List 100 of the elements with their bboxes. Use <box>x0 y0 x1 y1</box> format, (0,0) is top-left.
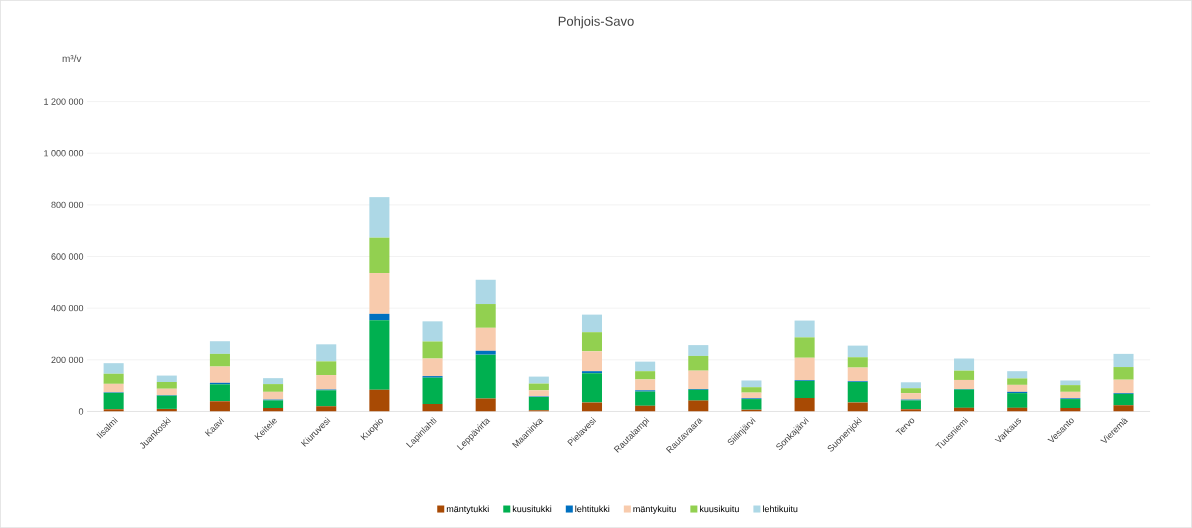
bar <box>581 351 603 372</box>
bar <box>209 341 230 354</box>
bar <box>475 354 496 399</box>
bar <box>954 358 975 371</box>
y-tick-label: 600 000 <box>51 253 84 260</box>
legend-label: kuusikuitu <box>699 505 739 513</box>
bar <box>209 353 230 367</box>
bar <box>635 371 656 380</box>
bar <box>369 273 390 314</box>
bar <box>688 345 709 356</box>
y-tick-label: 0 <box>78 408 84 415</box>
bar <box>954 370 975 380</box>
bar <box>475 279 496 304</box>
bar <box>422 403 443 412</box>
bar <box>475 398 496 412</box>
bar <box>1060 380 1081 386</box>
bar <box>316 375 337 390</box>
bar <box>475 327 496 351</box>
bar <box>1007 378 1028 385</box>
bar <box>741 380 762 388</box>
bar <box>900 393 921 400</box>
bar <box>316 406 337 412</box>
y-tick-label: 200 000 <box>51 356 84 363</box>
bar <box>422 341 443 359</box>
bar <box>263 400 284 409</box>
legend-label: mäntytukki <box>446 505 489 514</box>
bar <box>954 389 975 408</box>
bar <box>422 321 443 342</box>
bar <box>1060 391 1081 399</box>
bar <box>581 332 603 352</box>
legend-label: kuusitukki <box>512 505 552 513</box>
y-tick-label: 1 200 000 <box>44 98 84 105</box>
bar <box>581 402 603 412</box>
bar <box>900 400 921 410</box>
bar <box>741 392 762 399</box>
bar <box>369 313 390 321</box>
bar <box>103 392 124 410</box>
bar <box>156 395 177 409</box>
bar <box>900 388 921 394</box>
bar <box>422 377 443 404</box>
bar <box>954 379 975 389</box>
bar <box>847 381 868 403</box>
legend-label: lehtitukki <box>575 505 610 513</box>
bar <box>847 402 868 412</box>
bar <box>1113 353 1134 367</box>
y-tick-label: 800 000 <box>51 201 84 209</box>
bar <box>528 396 549 411</box>
bar <box>1007 393 1028 408</box>
bar <box>847 367 868 382</box>
bar <box>263 384 284 392</box>
bar <box>581 314 603 333</box>
bar <box>369 237 390 273</box>
bar <box>1113 393 1134 406</box>
bar <box>209 366 230 383</box>
bar <box>156 388 177 396</box>
bar <box>369 197 390 238</box>
bar <box>528 376 549 384</box>
bar <box>635 391 656 406</box>
bar <box>741 387 762 393</box>
bar <box>263 378 284 385</box>
bar <box>847 345 868 358</box>
legend-label: mäntykuitu <box>633 505 676 514</box>
legend-label: lehtikuitu <box>763 505 798 513</box>
bar <box>263 408 284 412</box>
bar <box>900 382 921 389</box>
bar <box>741 399 762 410</box>
bar <box>635 379 656 391</box>
y-tick-label: 400 000 <box>51 304 84 312</box>
bar <box>794 397 815 412</box>
bar <box>156 381 177 389</box>
bar <box>316 361 337 375</box>
bar <box>794 337 815 358</box>
bar <box>369 389 390 412</box>
bar <box>794 357 815 381</box>
bar <box>1113 379 1134 394</box>
bar <box>1113 367 1134 380</box>
bar <box>1060 399 1081 409</box>
y-axis-title: m³/v <box>62 54 82 63</box>
bar <box>847 357 868 368</box>
bar <box>475 350 496 355</box>
bar <box>1113 405 1134 412</box>
bar <box>528 390 549 397</box>
bar <box>422 358 443 377</box>
bar <box>209 384 230 402</box>
bar <box>369 320 390 390</box>
bar <box>688 389 709 401</box>
bar <box>688 355 709 371</box>
chart-title: Pohjois-Savo <box>558 16 634 29</box>
bar <box>794 320 815 338</box>
bar <box>794 380 815 398</box>
bar <box>1060 408 1081 412</box>
bar <box>688 370 709 389</box>
bar <box>1007 371 1028 379</box>
bar <box>475 303 496 328</box>
bar <box>635 361 656 372</box>
bar <box>581 371 603 374</box>
bar <box>103 383 124 393</box>
bar <box>1007 384 1028 392</box>
bar <box>581 373 603 403</box>
bar <box>156 375 177 382</box>
